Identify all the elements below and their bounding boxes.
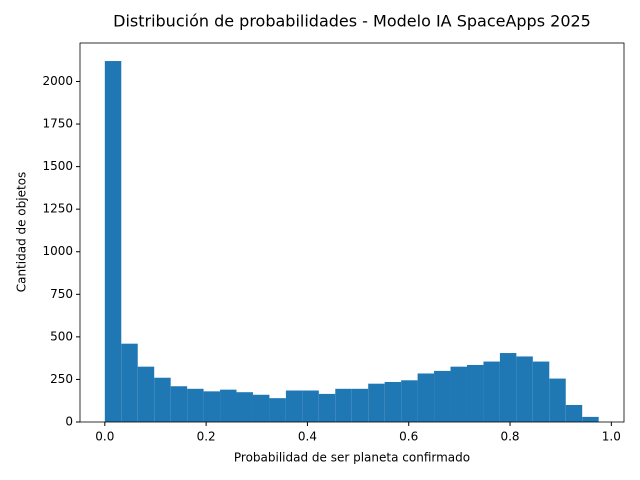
bar — [269, 398, 286, 422]
bar — [104, 61, 122, 423]
chart-title: Distribución de probabilidades - Modelo … — [113, 12, 591, 31]
y-tick-label: 250 — [50, 372, 73, 386]
bar — [121, 343, 138, 422]
bar — [417, 373, 435, 422]
y-axis-label: Cantidad de objetos — [15, 172, 29, 293]
bar — [434, 370, 451, 422]
bar — [549, 378, 566, 422]
bar — [137, 366, 155, 422]
y-tick-label: 1500 — [42, 159, 73, 173]
bar — [335, 388, 352, 422]
bar — [187, 388, 204, 422]
bar — [582, 416, 599, 422]
bar — [203, 391, 221, 422]
bar — [483, 361, 500, 422]
y-tick-label: 1250 — [42, 202, 73, 216]
bar — [302, 390, 319, 422]
bar — [252, 394, 270, 422]
y-tick-label: 500 — [50, 329, 73, 343]
y-tick-label: 750 — [50, 287, 73, 301]
y-tick-label: 2000 — [42, 74, 73, 88]
bar — [170, 386, 188, 422]
x-tick-label: 0.4 — [298, 430, 317, 444]
bar — [401, 380, 418, 422]
bar — [466, 364, 484, 422]
x-tick-label: 1.0 — [602, 430, 621, 444]
bar — [368, 383, 385, 422]
bar — [565, 404, 583, 422]
y-tick-label: 1750 — [42, 117, 73, 131]
bar — [220, 389, 237, 422]
x-tick-label: 0.6 — [399, 430, 418, 444]
bar — [384, 381, 402, 422]
bar — [154, 377, 171, 422]
bar — [318, 393, 336, 422]
x-axis-label: Probabilidad de ser planeta confirmado — [234, 451, 470, 465]
bar — [285, 390, 303, 422]
bar — [236, 392, 253, 422]
x-tick-label: 0.8 — [500, 430, 519, 444]
y-tick-label: 0 — [65, 415, 73, 429]
bar — [516, 356, 533, 422]
bar — [499, 353, 517, 422]
x-tick-label: 0.2 — [197, 430, 216, 444]
bar — [450, 366, 467, 422]
x-tick-label: 0.0 — [95, 430, 114, 444]
axes-frame — [79, 42, 625, 423]
bar — [351, 388, 369, 422]
y-tick-label: 1000 — [42, 244, 73, 258]
bar — [532, 361, 550, 422]
